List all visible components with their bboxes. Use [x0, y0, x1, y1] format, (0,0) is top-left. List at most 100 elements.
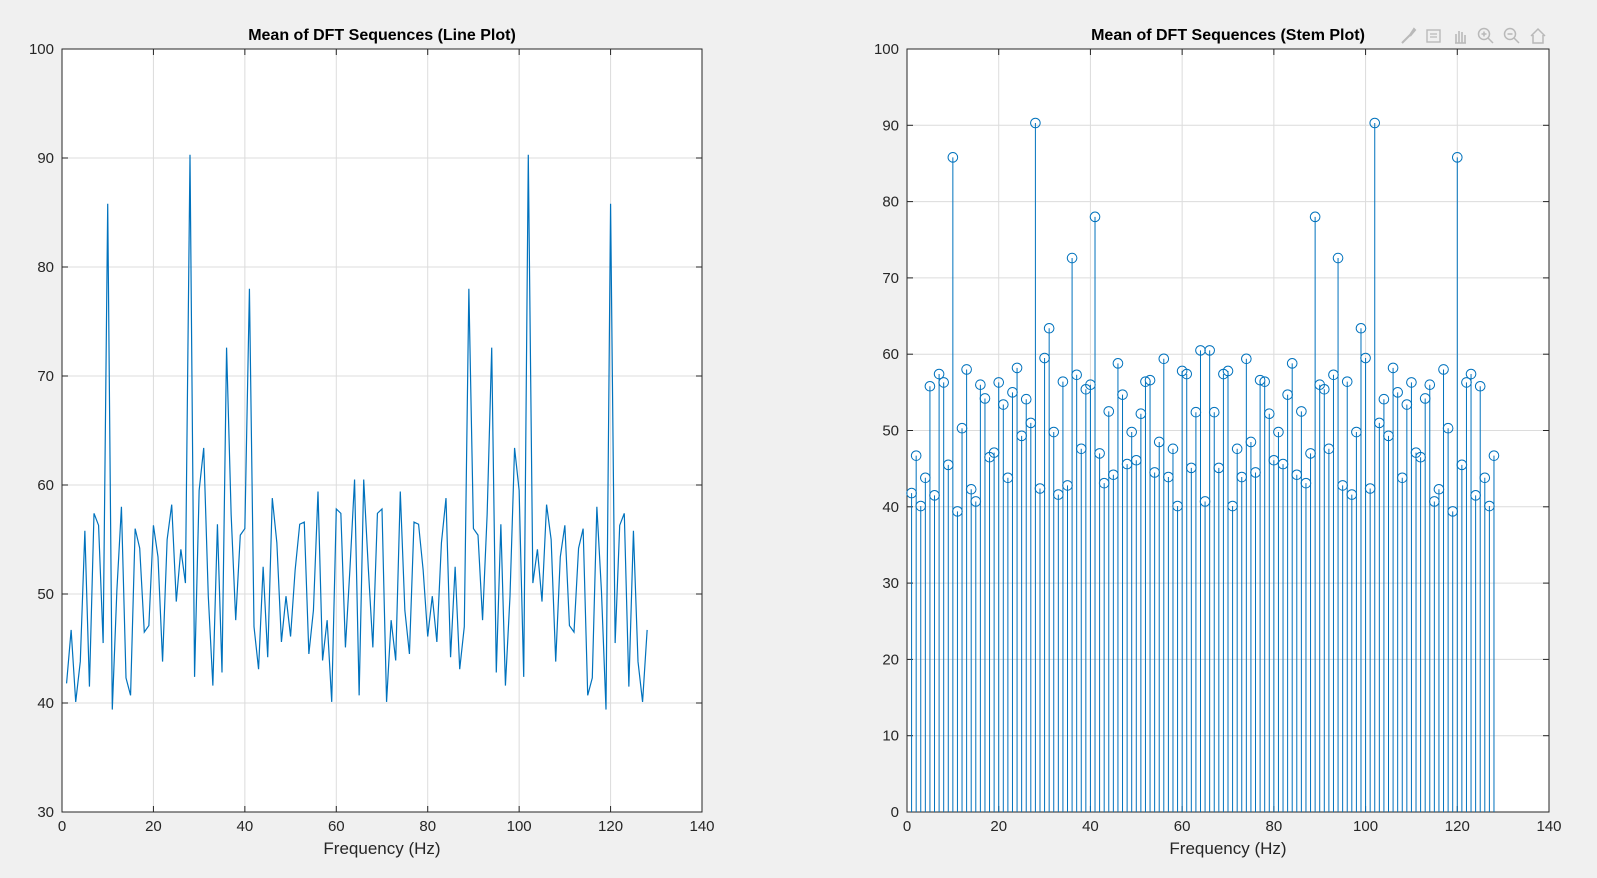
- x-tick-label: 40: [237, 818, 254, 835]
- stem-marker: [1488, 450, 1500, 461]
- stem-marker: [1319, 383, 1330, 395]
- stem-marker: [1392, 387, 1403, 398]
- stem-marker: [924, 380, 936, 392]
- stem-marker: [1048, 426, 1060, 438]
- stem-marker: [1126, 426, 1137, 438]
- stem-marker: [1112, 358, 1124, 369]
- stem-marker: [998, 399, 1009, 410]
- stem-marker: [1158, 353, 1170, 365]
- y-tick-label: 40: [882, 499, 899, 516]
- stem-marker: [961, 364, 972, 375]
- stem-marker: [1245, 436, 1257, 448]
- x-tick-label: 120: [598, 818, 623, 835]
- stem-marker: [1387, 362, 1399, 374]
- stem-marker: [1341, 376, 1353, 387]
- stem-marker: [1144, 374, 1156, 386]
- stem-marker: [1020, 393, 1032, 405]
- stem-marker: [1465, 368, 1477, 380]
- y-tick-label: 0: [891, 804, 899, 821]
- y-tick-label: 100: [874, 41, 899, 58]
- stem-marker: [1254, 374, 1266, 386]
- stem-marker: [993, 377, 1005, 388]
- x-tick-label: 0: [903, 818, 911, 835]
- stem-marker: [1406, 377, 1417, 388]
- stem-marker: [1089, 211, 1101, 223]
- datatip-icon[interactable]: [1424, 26, 1444, 46]
- stem-marker: [1094, 448, 1105, 459]
- y-tick-label: 50: [882, 423, 899, 440]
- axes-box: [61, 48, 703, 813]
- y-tick-label: 80: [882, 194, 899, 211]
- y-tick-label: 20: [882, 651, 899, 668]
- y-tick-label: 70: [37, 368, 54, 385]
- stem-marker: [1259, 376, 1270, 387]
- y-tick-label: 60: [37, 477, 54, 494]
- axes-toolbar: [1398, 22, 1548, 50]
- stem-marker: [1011, 362, 1023, 374]
- y-tick-label: 10: [882, 728, 899, 745]
- x-tick-label: 40: [1082, 818, 1099, 835]
- stem-marker: [1442, 422, 1454, 434]
- brush-icon[interactable]: [1398, 26, 1418, 46]
- stem-marker: [1438, 364, 1449, 375]
- x-tick-label: 20: [990, 818, 1007, 835]
- series-line: [65, 154, 648, 710]
- stem-marker: [1222, 365, 1234, 377]
- home-icon[interactable]: [1528, 26, 1548, 46]
- stem-marker: [938, 377, 949, 388]
- stem-marker: [1103, 406, 1115, 417]
- stem-marker: [1309, 211, 1321, 223]
- x-axis-label: Frequency (Hz): [323, 839, 440, 858]
- stem-marker: [947, 152, 959, 163]
- stem-marker: [1332, 252, 1344, 264]
- x-tick-label: 60: [328, 818, 345, 835]
- y-tick-label: 40: [37, 695, 54, 712]
- stem-marker: [1474, 380, 1486, 392]
- y-tick-label: 70: [882, 270, 899, 287]
- stem-marker: [965, 483, 977, 495]
- stem-marker: [1231, 443, 1243, 455]
- stem-marker: [933, 368, 945, 380]
- stem-marker: [1296, 406, 1307, 417]
- stem-marker: [1204, 345, 1215, 356]
- stem-plot-axes[interactable]: 0 20 40 60 80 100 120 140 0 10 20 30 40 50 60 70 80 90 100…: [874, 27, 1562, 858]
- x-tick-label: 20: [145, 818, 162, 835]
- y-tick-label: 30: [37, 804, 54, 821]
- stem-marker: [1286, 358, 1298, 369]
- stem-marker: [1241, 353, 1252, 365]
- stem-marker: [1479, 472, 1491, 484]
- x-tick-label: 0: [58, 818, 66, 835]
- pan-icon[interactable]: [1450, 26, 1470, 46]
- stem-marker: [1071, 369, 1082, 381]
- x-tick-label: 80: [419, 818, 436, 835]
- plot-area: [62, 49, 702, 812]
- stem-marker: [1360, 352, 1371, 364]
- zoom-out-icon[interactable]: [1502, 26, 1522, 46]
- stem-marker: [1066, 252, 1078, 264]
- chart-title: Mean of DFT Sequences (Line Plot): [248, 27, 516, 44]
- x-tick-label: 100: [507, 818, 532, 835]
- x-tick-label: 120: [1445, 818, 1470, 835]
- x-tick-label: 140: [689, 818, 714, 835]
- x-tick-label: 60: [1174, 818, 1191, 835]
- zoom-in-icon[interactable]: [1476, 26, 1496, 46]
- chart-title: Mean of DFT Sequences (Stem Plot): [1091, 27, 1365, 44]
- stem-marker: [1117, 389, 1128, 400]
- stem-marker: [1181, 368, 1193, 380]
- stem-marker: [1369, 117, 1381, 129]
- x-tick-label: 100: [1353, 818, 1378, 835]
- stem-marker: [975, 379, 986, 391]
- line-plot-axes[interactable]: 0 20 40 60 80 100 120 140 30 40 50 60 70 80 90 100 Mean …: [29, 27, 715, 858]
- stem-marker: [1424, 379, 1436, 391]
- y-tick-label: 90: [882, 117, 899, 134]
- y-tick-label: 50: [37, 586, 54, 603]
- x-tick-label: 140: [1536, 818, 1561, 835]
- y-tick-label: 60: [882, 346, 899, 363]
- stem-marker: [1167, 443, 1179, 455]
- stem-marker: [1057, 376, 1069, 387]
- x-tick-label: 80: [1266, 818, 1283, 835]
- stem-marker: [979, 393, 991, 404]
- y-tick-label: 90: [37, 150, 54, 167]
- y-tick-label: 100: [29, 41, 54, 58]
- stem-marker: [910, 450, 922, 461]
